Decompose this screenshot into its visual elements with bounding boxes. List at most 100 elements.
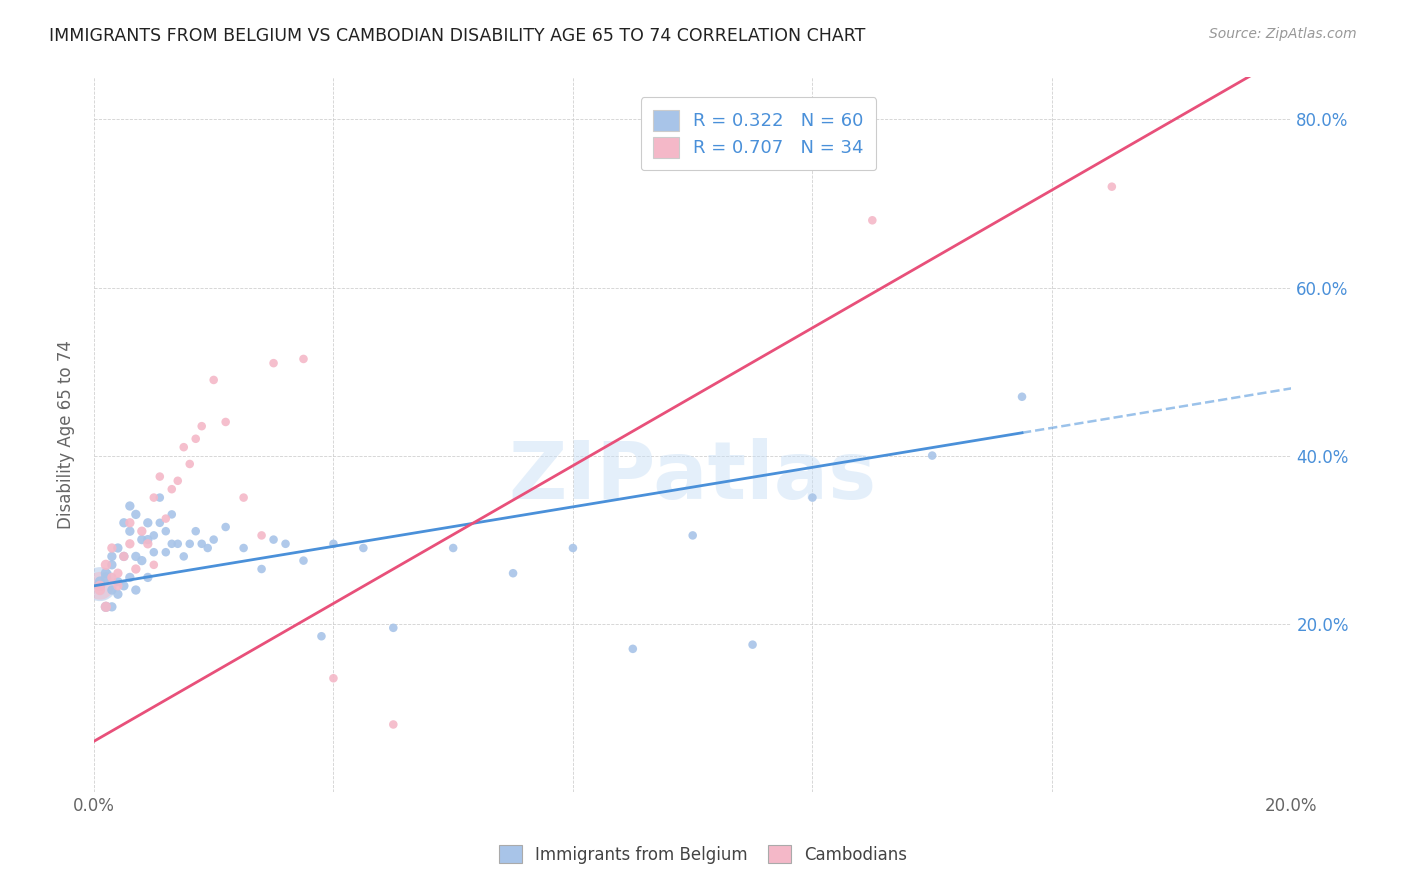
Point [292,553,315,567]
Point [155,511,177,525]
Point [160,508,183,522]
Point [921,449,943,463]
Text: Source: ZipAtlas.com: Source: ZipAtlas.com [1209,27,1357,41]
Point [292,351,315,366]
Point [184,524,207,539]
Point [112,549,135,564]
Point [101,582,124,597]
Point [112,516,135,530]
Text: IMMIGRANTS FROM BELGIUM VS CAMBODIAN DISABILITY AGE 65 TO 74 CORRELATION CHART: IMMIGRANTS FROM BELGIUM VS CAMBODIAN DIS… [49,27,866,45]
Point [142,558,165,572]
Point [89,577,111,591]
Point [179,537,201,551]
Point [89,582,111,597]
Point [322,537,344,551]
Point [173,440,195,454]
Point [184,432,207,446]
Point [155,524,177,539]
Point [118,499,141,513]
Point [118,524,141,539]
Point [118,516,141,530]
Point [1011,390,1033,404]
Legend: R = 0.322   N = 60, R = 0.707   N = 34: R = 0.322 N = 60, R = 0.707 N = 34 [641,97,876,170]
Point [173,549,195,564]
Point [166,537,188,551]
Text: ZIPatlas: ZIPatlas [509,439,877,516]
Point [142,491,165,505]
Point [382,621,405,635]
Point [112,579,135,593]
Point [160,482,183,496]
Point [741,638,763,652]
Point [801,491,824,505]
Point [118,570,141,584]
Point [112,549,135,564]
Point [202,533,225,547]
Point [94,570,117,584]
Point [441,541,464,555]
Point [89,574,111,589]
Point [94,558,117,572]
Point [94,599,117,614]
Point [561,541,583,555]
Point [352,541,374,555]
Point [125,582,148,597]
Point [202,373,225,387]
Point [89,579,111,593]
Point [125,508,148,522]
Point [89,579,111,593]
Point [190,419,212,434]
Y-axis label: Disability Age 65 to 74: Disability Age 65 to 74 [58,340,75,529]
Point [142,545,165,559]
Point [136,570,159,584]
Point [131,524,153,539]
Point [214,520,236,534]
Point [197,541,219,555]
Point [250,528,273,542]
Point [263,356,285,370]
Point [232,541,254,555]
Point [311,629,333,643]
Point [136,533,159,547]
Point [131,533,153,547]
Point [131,553,153,567]
Point [382,717,405,731]
Point [136,516,159,530]
Point [107,579,129,593]
Point [190,537,212,551]
Point [149,469,172,483]
Point [107,541,129,555]
Point [107,574,129,589]
Point [155,545,177,559]
Point [274,537,297,551]
Point [214,415,236,429]
Point [179,457,201,471]
Point [89,579,111,593]
Point [125,562,148,576]
Point [621,641,644,656]
Point [136,537,159,551]
Point [1101,179,1123,194]
Point [107,566,129,581]
Point [166,474,188,488]
Point [860,213,883,227]
Point [101,541,124,555]
Point [502,566,524,581]
Point [118,537,141,551]
Point [125,549,148,564]
Point [322,671,344,685]
Point [101,599,124,614]
Point [263,533,285,547]
Point [682,528,704,542]
Point [101,549,124,564]
Point [101,558,124,572]
Point [94,566,117,581]
Point [101,570,124,584]
Point [160,537,183,551]
Legend: Immigrants from Belgium, Cambodians: Immigrants from Belgium, Cambodians [492,838,914,871]
Point [107,587,129,601]
Point [142,528,165,542]
Point [250,562,273,576]
Point [94,599,117,614]
Point [149,516,172,530]
